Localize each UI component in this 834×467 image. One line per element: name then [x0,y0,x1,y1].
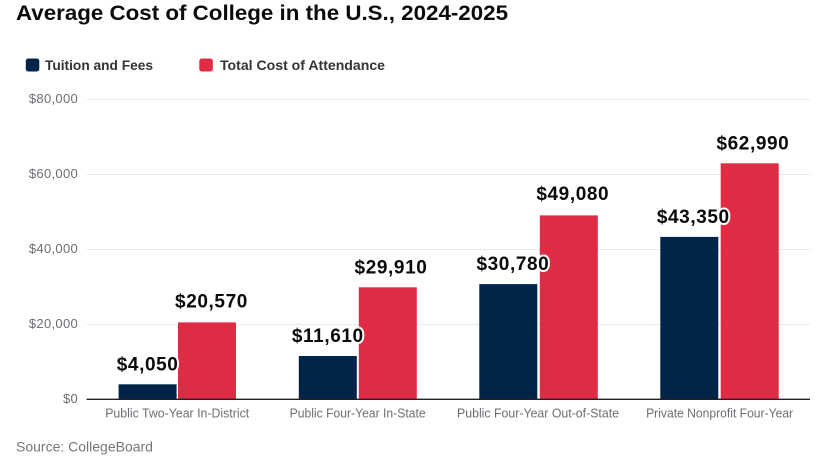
svg-text:Source: CollegeBoard: Source: CollegeBoard [16,438,153,454]
svg-text:$30,780: $30,780 [476,254,549,275]
svg-text:Public Four-Year In-State: Public Four-Year In-State [290,406,426,421]
svg-text:Total Cost of Attendance: Total Cost of Attendance [220,57,385,73]
svg-text:$4,050: $4,050 [117,354,179,375]
svg-text:$60,000: $60,000 [29,166,78,181]
svg-text:$80,000: $80,000 [29,91,78,106]
svg-text:Private Nonprofit Four-Year: Private Nonprofit Four-Year [646,406,794,421]
svg-text:$40,000: $40,000 [29,241,78,256]
svg-text:$49,080: $49,080 [536,184,609,205]
svg-text:$11,610: $11,610 [292,326,364,347]
svg-text:$43,350: $43,350 [657,207,730,228]
svg-text:$20,570: $20,570 [175,291,248,312]
svg-text:$0: $0 [63,391,78,406]
svg-text:$20,000: $20,000 [29,316,78,331]
svg-text:Tuition and Fees: Tuition and Fees [45,57,153,73]
svg-text:Average Cost of College in the: Average Cost of College in the U.S., 202… [16,1,508,25]
svg-text:Public Four-Year Out-of-State: Public Four-Year Out-of-State [457,406,619,421]
svg-text:$29,910: $29,910 [355,257,428,278]
svg-text:$62,990: $62,990 [716,133,789,154]
svg-text:Public Two-Year In-District: Public Two-Year In-District [105,406,249,421]
